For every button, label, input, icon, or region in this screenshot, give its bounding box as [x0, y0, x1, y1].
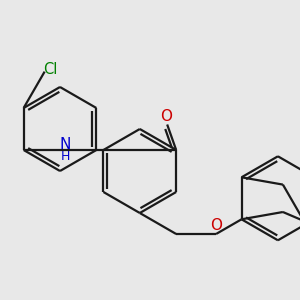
Text: Cl: Cl [43, 62, 57, 77]
Text: N: N [60, 137, 71, 152]
Text: O: O [160, 109, 172, 124]
Text: O: O [210, 218, 222, 233]
Text: H: H [61, 150, 70, 163]
